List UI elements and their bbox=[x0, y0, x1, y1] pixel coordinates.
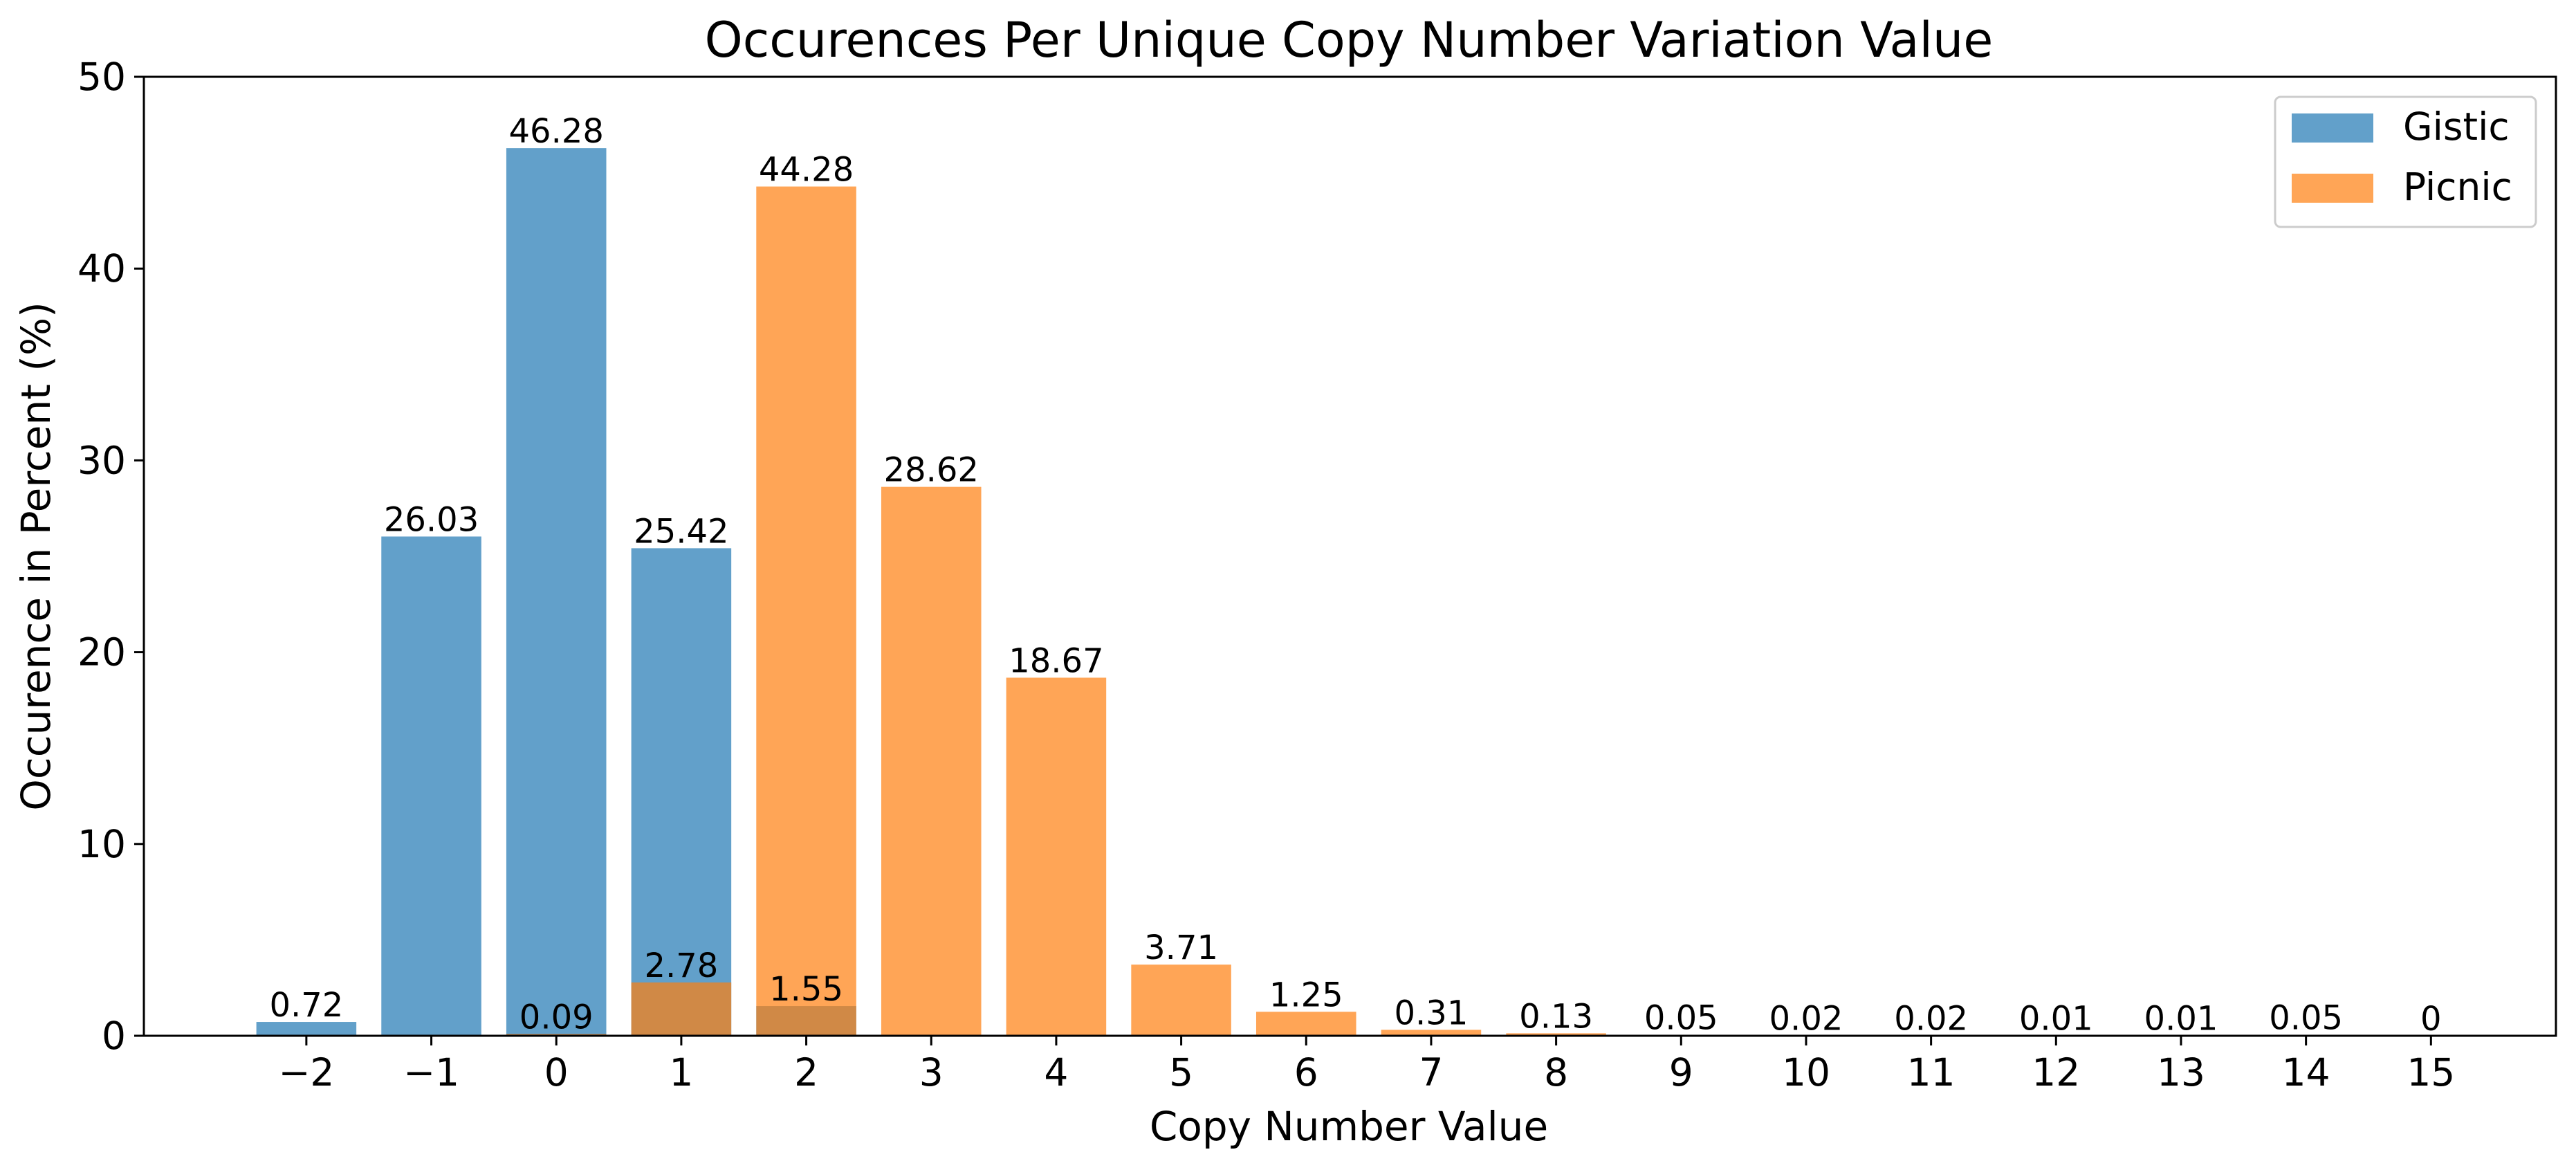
value-label-picnic: 0.31 bbox=[1395, 994, 1469, 1032]
value-label-picnic: 0 bbox=[2420, 1000, 2442, 1039]
value-label-gistic: 26.03 bbox=[384, 500, 479, 539]
bar-picnic bbox=[881, 487, 982, 1036]
bar-picnic bbox=[632, 982, 732, 1036]
value-label-picnic: 44.28 bbox=[759, 151, 854, 190]
bar-gistic bbox=[381, 536, 481, 1036]
value-label-picnic: 18.67 bbox=[1009, 641, 1103, 680]
value-label-picnic: 0.01 bbox=[2019, 1000, 2093, 1039]
value-label-picnic: 0.09 bbox=[519, 998, 594, 1037]
y-axis-label: Occurence in Percent (%) bbox=[12, 302, 59, 811]
legend: Gistic Picnic bbox=[2275, 97, 2536, 227]
legend-label-picnic: Picnic bbox=[2403, 165, 2512, 209]
value-label-picnic: 1.25 bbox=[1269, 976, 1343, 1014]
y-tick-label: 0 bbox=[102, 1014, 126, 1058]
value-label-picnic: 0.02 bbox=[1769, 999, 1843, 1038]
x-tick-label: 14 bbox=[2282, 1050, 2330, 1095]
x-tick-label: 1 bbox=[669, 1050, 693, 1095]
y-tick-label: 10 bbox=[77, 822, 126, 866]
bar-gistic bbox=[506, 148, 607, 1036]
bar-picnic bbox=[1256, 1012, 1356, 1036]
value-label-picnic: 0.13 bbox=[1519, 997, 1593, 1036]
x-tick-label: 2 bbox=[794, 1050, 818, 1095]
bar-picnic bbox=[1006, 677, 1107, 1036]
y-tick-label: 30 bbox=[77, 438, 126, 482]
value-label-picnic: 2.78 bbox=[644, 947, 718, 985]
x-tick-label: −2 bbox=[278, 1050, 334, 1095]
x-tick-label: 15 bbox=[2407, 1050, 2455, 1095]
value-label-picnic: 0.05 bbox=[1644, 999, 1718, 1038]
x-tick-label: 3 bbox=[919, 1050, 944, 1095]
x-tick-label: 4 bbox=[1044, 1050, 1068, 1095]
x-tick-label: 12 bbox=[2032, 1050, 2080, 1095]
x-tick-label: 11 bbox=[1907, 1050, 1956, 1095]
legend-label-gistic: Gistic bbox=[2403, 104, 2510, 149]
value-label-gistic: 46.28 bbox=[509, 112, 604, 151]
y-tick-label: 40 bbox=[77, 246, 126, 291]
x-tick-label: 9 bbox=[1669, 1050, 1693, 1095]
value-label-picnic: 3.71 bbox=[1144, 929, 1218, 967]
value-label-gistic: 0.72 bbox=[269, 986, 343, 1025]
x-tick-label: 13 bbox=[2157, 1050, 2205, 1095]
x-tick-label: 0 bbox=[544, 1050, 569, 1095]
chart-title: Occurences Per Unique Copy Number Variat… bbox=[705, 12, 1994, 68]
legend-swatch-picnic bbox=[2292, 174, 2373, 203]
value-label-picnic: 0.05 bbox=[2269, 999, 2343, 1038]
x-tick-label: 10 bbox=[1782, 1050, 1830, 1095]
y-tick-label: 20 bbox=[77, 630, 126, 675]
legend-swatch-gistic bbox=[2292, 113, 2373, 143]
x-tick-label: 6 bbox=[1294, 1050, 1318, 1095]
x-tick-label: 7 bbox=[1419, 1050, 1443, 1095]
value-label-gistic: 25.42 bbox=[634, 512, 728, 551]
bar-picnic bbox=[1131, 965, 1231, 1036]
value-label-picnic: 0.01 bbox=[2144, 1000, 2218, 1039]
value-label-picnic: 0.02 bbox=[1894, 999, 1968, 1038]
x-tick-label: −1 bbox=[403, 1050, 459, 1095]
value-label-picnic: 28.62 bbox=[884, 451, 979, 490]
x-tick-label: 5 bbox=[1169, 1050, 1193, 1095]
y-tick-label: 50 bbox=[77, 55, 126, 99]
value-label-annotation: 1.55 bbox=[769, 970, 843, 1009]
x-tick-label: 8 bbox=[1544, 1050, 1568, 1095]
bar-picnic bbox=[756, 187, 856, 1036]
x-axis-label: Copy Number Value bbox=[1150, 1103, 1548, 1150]
